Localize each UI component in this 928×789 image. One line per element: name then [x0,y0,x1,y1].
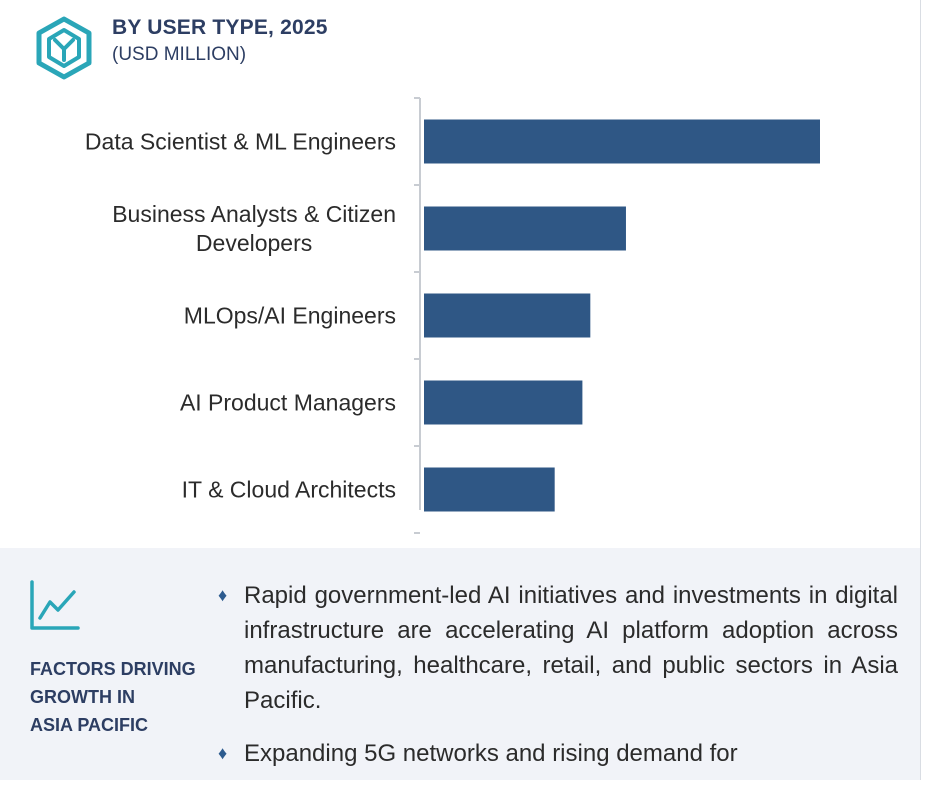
chart-title: BY USER TYPE, 2025 [112,16,328,39]
factors-title: FACTORS DRIVING GROWTH IN ASIA PACIFIC [30,655,230,739]
bar-chart: Data Scientist & ML Engineers Business An… [85,97,820,534]
diamond-bullet-icon: ♦ [218,585,228,605]
category-label: Data Scientist & ML Engineers [85,129,396,155]
bar [424,119,820,164]
diamond-bullet-icon: ♦ [218,743,228,763]
bullet-text: Rapid government-led AI initiatives and … [244,582,898,714]
category-label: Business Analysts & Citizen Developers [112,201,396,256]
category-label: IT & Cloud Architects [182,477,396,503]
list-item: ♦ Rapid government-led AI initiatives an… [218,578,898,718]
bar [424,467,555,512]
trend-line-chart-icon [30,580,80,630]
category-label: AI Product Managers [180,390,396,416]
factors-panel [0,548,920,780]
bullet-text: Expanding 5G networks and rising demand … [244,740,738,767]
factors-title-line: ASIA PACIFIC [30,715,149,735]
factors-title-line: GROWTH IN [30,687,135,707]
list-item: ♦ Expanding 5G networks and rising deman… [218,736,898,771]
factors-title-line: FACTORS DRIVING [30,659,196,679]
bar [424,206,626,251]
factors-bullet-list: ♦ Rapid government-led AI initiatives an… [218,578,898,789]
chart-subtitle: (USD MILLION) [112,44,247,65]
bar [424,380,583,425]
hexagon-y-logo-icon [36,16,92,80]
category-label: MLOps/AI Engineers [184,303,396,329]
bar [424,293,591,338]
